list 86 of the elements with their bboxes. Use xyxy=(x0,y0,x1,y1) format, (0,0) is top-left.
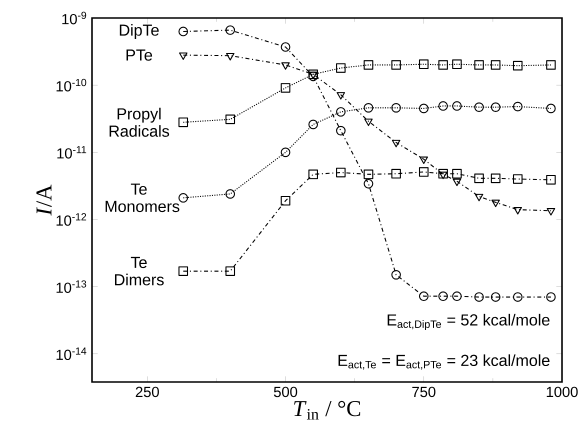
point xyxy=(280,148,290,158)
point xyxy=(546,60,556,70)
point xyxy=(474,174,484,184)
point xyxy=(512,60,523,70)
point xyxy=(490,292,500,302)
point xyxy=(452,101,462,111)
point xyxy=(364,178,374,189)
y-tick-label: 10$^{-13}$ xyxy=(56,280,86,293)
point xyxy=(308,120,318,130)
point xyxy=(490,60,500,70)
point xyxy=(452,59,462,70)
point xyxy=(512,292,523,302)
point xyxy=(364,103,374,113)
series-label: Te Dimers xyxy=(114,256,164,286)
point xyxy=(336,107,346,117)
point xyxy=(336,168,346,178)
y-tick-label: 10$^{-11}$ xyxy=(57,146,86,159)
point xyxy=(438,168,448,179)
point xyxy=(546,174,556,185)
point xyxy=(225,25,236,35)
series-label: Propyl Radicals xyxy=(110,108,170,137)
point xyxy=(364,170,374,180)
point xyxy=(452,178,462,186)
point xyxy=(178,266,188,276)
y-tick-label: 10$^{-12}$ xyxy=(56,213,86,226)
point xyxy=(438,172,448,180)
x-tick-label: 1000 xyxy=(546,386,578,398)
point xyxy=(438,60,448,70)
x-axis-title: T$_{in}$ / °C xyxy=(294,400,360,420)
point xyxy=(514,206,522,214)
point xyxy=(280,83,290,93)
series-label: Te Monomers xyxy=(106,184,180,212)
point xyxy=(391,60,401,70)
annotation: E$_{act,DipTe}$ = 52 kcal/mole xyxy=(388,314,550,330)
x-tick-label: 500 xyxy=(274,386,298,398)
point xyxy=(336,92,346,100)
y-tick-label: 10$^{-9}$ xyxy=(62,12,86,24)
point xyxy=(474,60,484,70)
point xyxy=(308,170,318,180)
point xyxy=(225,189,236,199)
point xyxy=(512,174,523,184)
y-axis-title: I/A xyxy=(36,184,52,216)
point xyxy=(225,114,236,124)
x-tick-label: 250 xyxy=(136,386,159,398)
point xyxy=(546,292,556,302)
series-label: PTe xyxy=(126,50,152,61)
point xyxy=(179,52,188,60)
point xyxy=(452,168,462,179)
point xyxy=(546,208,556,216)
series-label: DipTe xyxy=(120,24,159,39)
annotation: E$_{act,Te}$ = E$_{act,PTe}$ = 23 kcal/mole xyxy=(338,354,550,370)
point xyxy=(452,291,462,302)
point xyxy=(546,104,556,114)
point xyxy=(391,270,401,280)
y-tick-label: 10$^{-14}$ xyxy=(56,348,86,360)
point xyxy=(280,42,290,52)
point xyxy=(418,291,429,302)
point xyxy=(474,194,484,202)
point xyxy=(418,167,429,177)
point xyxy=(418,104,429,114)
point xyxy=(226,52,234,60)
point xyxy=(281,62,290,70)
point xyxy=(420,156,428,164)
y-tick-label: 10$^{-10}$ xyxy=(56,78,86,92)
x-tick-label: 750 xyxy=(412,386,436,398)
point xyxy=(336,126,346,136)
point xyxy=(178,193,188,203)
point xyxy=(336,63,346,73)
point xyxy=(178,26,188,36)
point xyxy=(280,196,290,206)
point xyxy=(491,200,500,208)
point xyxy=(490,102,500,112)
point xyxy=(391,168,401,179)
point xyxy=(474,102,484,112)
point xyxy=(490,174,500,184)
point xyxy=(512,102,523,112)
point xyxy=(474,292,484,302)
point xyxy=(392,140,400,148)
point xyxy=(364,60,374,70)
point xyxy=(391,103,401,113)
point xyxy=(225,266,236,276)
point xyxy=(438,291,448,302)
point xyxy=(178,117,188,128)
point xyxy=(364,118,373,126)
point xyxy=(418,59,429,70)
point xyxy=(438,101,448,111)
